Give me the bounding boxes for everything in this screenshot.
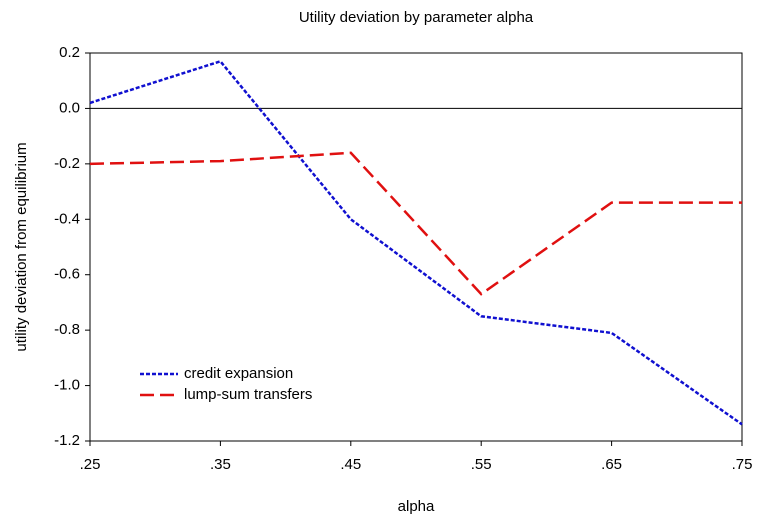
x-tick-label: .25 [80, 456, 101, 473]
x-tick-label: .65 [601, 456, 622, 473]
y-tick-label: -0.2 [54, 155, 80, 172]
series-line [89, 151, 742, 296]
y-tick-label: -0.6 [54, 266, 80, 283]
x-axis-label: alpha [398, 498, 435, 515]
x-tick-label: .45 [340, 456, 361, 473]
y-axis-label: utility deviation from equilibrium [13, 142, 30, 351]
legend-label: lump-sum transfers [184, 386, 312, 403]
y-tick-label: -1.0 [54, 377, 80, 394]
y-tick-label: 0.2 [59, 44, 80, 61]
plot-frame [89, 52, 743, 442]
chart-title: Utility deviation by parameter alpha [299, 9, 534, 26]
y-tick-label: -0.8 [54, 321, 80, 338]
y-tick-label: 0.0 [59, 99, 80, 116]
y-tick-label: -1.2 [54, 432, 80, 449]
y-tick-label: -0.4 [54, 210, 80, 227]
x-tick-label: .75 [732, 456, 753, 473]
x-tick-label: .55 [471, 456, 492, 473]
x-tick-label: .35 [210, 456, 231, 473]
legend-label: credit expansion [184, 365, 293, 382]
series-line [89, 59, 743, 426]
